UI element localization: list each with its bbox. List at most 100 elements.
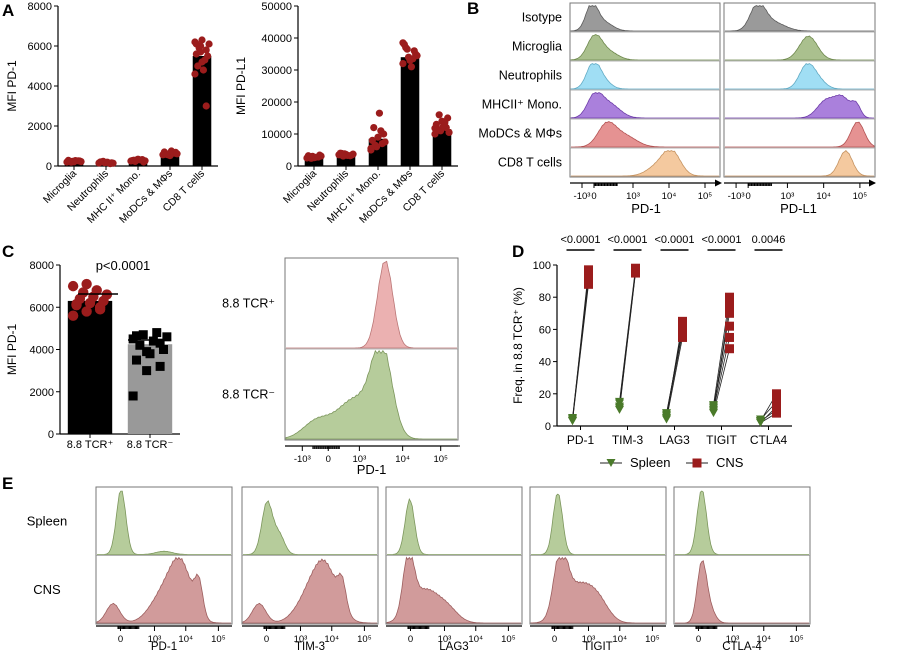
cns-point (678, 324, 687, 334)
x-axis-label: PD-L1 (780, 201, 817, 216)
data-point (138, 330, 148, 340)
y-tick-label: 2000 (28, 121, 52, 133)
data-point (399, 39, 407, 47)
cns-point (725, 332, 734, 342)
marker-label: PD-1 (151, 641, 177, 653)
cns-point (725, 308, 734, 318)
data-point (91, 285, 102, 296)
cns-point (584, 276, 593, 286)
legend-label: Spleen (630, 455, 670, 470)
data-point (155, 338, 165, 348)
histogram-curve (530, 556, 665, 624)
panel-label-a: A (2, 1, 14, 20)
row-label: MoDCs & MΦs (478, 127, 562, 141)
histogram-curve (675, 490, 809, 555)
data-point (441, 119, 449, 127)
cns-point (772, 397, 781, 407)
x-tick-label: 10⁵ (433, 454, 448, 465)
y-tick-label: 0 (286, 161, 292, 173)
data-point (375, 109, 384, 117)
histogram-curve (286, 260, 457, 349)
x-tick-label: 10⁵ (698, 191, 713, 202)
x-tick-label: 10⁵ (853, 191, 868, 202)
data-point (399, 60, 407, 68)
data-point (131, 157, 139, 165)
data-point (99, 157, 107, 165)
pairing-line (619, 271, 636, 409)
histogram-curve (725, 94, 874, 119)
histogram-curve (725, 35, 874, 61)
x-tick-label: TIM-3 (612, 433, 644, 447)
x-tick-label: 10⁴ (756, 634, 771, 645)
histogram-curve (725, 63, 874, 90)
histogram-curve (571, 150, 719, 177)
data-point (339, 152, 347, 160)
data-point (78, 287, 89, 298)
data-point (407, 63, 416, 71)
histogram-curve (285, 349, 457, 440)
p-value-label: <0.0001 (607, 234, 647, 246)
data-point (367, 144, 375, 152)
y-tick-label: 100 (533, 260, 551, 272)
y-tick-label: 10000 (261, 129, 292, 141)
chart-b-histograms: Isotype Microglia Neutrophils MHCII⁺ Mono. M… (478, 2, 876, 216)
y-tick-label: 40 (539, 357, 551, 369)
spleen-point (615, 404, 624, 413)
x-axis-label: PD-1 (357, 462, 387, 477)
histogram-curve (675, 560, 809, 624)
data-point (155, 361, 165, 371)
data-point (81, 306, 92, 317)
data-point (135, 340, 145, 350)
y-tick-label: 6000 (30, 302, 54, 314)
x-tick-label: 0 (408, 634, 413, 645)
legend-cns-marker (692, 458, 702, 468)
panel-label-b: B (467, 0, 479, 18)
pairing-line (619, 268, 636, 402)
bar (67, 300, 113, 434)
histogram-curve (571, 121, 719, 148)
histogram-curve (96, 556, 231, 624)
data-point (374, 133, 382, 141)
y-tick-label: 0 (46, 161, 52, 173)
data-point (445, 128, 453, 136)
histogram-curve (387, 498, 521, 555)
cns-point (631, 266, 640, 276)
x-tick-label: 10⁴ (324, 634, 339, 645)
data-point (142, 347, 152, 357)
x-axis-label: PD-1 (631, 201, 661, 216)
y-tick-label: 80 (539, 292, 551, 304)
data-point (349, 150, 357, 158)
legend-label: CNS (716, 455, 744, 470)
spleen-point (662, 409, 671, 418)
chart-c-bars: 0 2000 4000 6000 8000 MFI PD-1 8.8 TCR⁺ 8.8 TCR… (5, 258, 180, 451)
x-tick-label: LAG3 (659, 433, 690, 447)
bar (192, 56, 212, 166)
histogram-curve (570, 92, 719, 119)
y-axis-label: Freq. in 8.8 TCR⁺ (%) (511, 287, 525, 404)
data-point (381, 138, 389, 146)
marker-label: CTLA-4 (722, 641, 762, 653)
data-point (152, 328, 162, 338)
histogram-curve (570, 34, 719, 61)
cns-point (725, 300, 734, 310)
x-tick-label: 10⁴ (468, 634, 483, 645)
cns-point (772, 402, 781, 412)
x-tick-label: 0 (118, 634, 123, 645)
x-tick-label: 0 (591, 191, 596, 202)
data-point (128, 391, 138, 401)
x-tick-label: 10⁵ (211, 634, 226, 645)
x-tick-label: 10⁴ (178, 634, 193, 645)
row-label: Isotype (522, 11, 562, 25)
x-tick-label: 10³ (148, 634, 162, 645)
legend-spleen-marker (606, 459, 616, 467)
data-point (132, 355, 142, 365)
y-axis-label: MFI PD-1 (5, 324, 19, 376)
histogram-curve (570, 63, 719, 90)
row-label: CNS (33, 582, 61, 597)
histogram-curve (570, 5, 719, 32)
pairing-line (572, 269, 589, 420)
histogram-curve (725, 5, 874, 32)
axis-arrow-icon (715, 179, 722, 187)
